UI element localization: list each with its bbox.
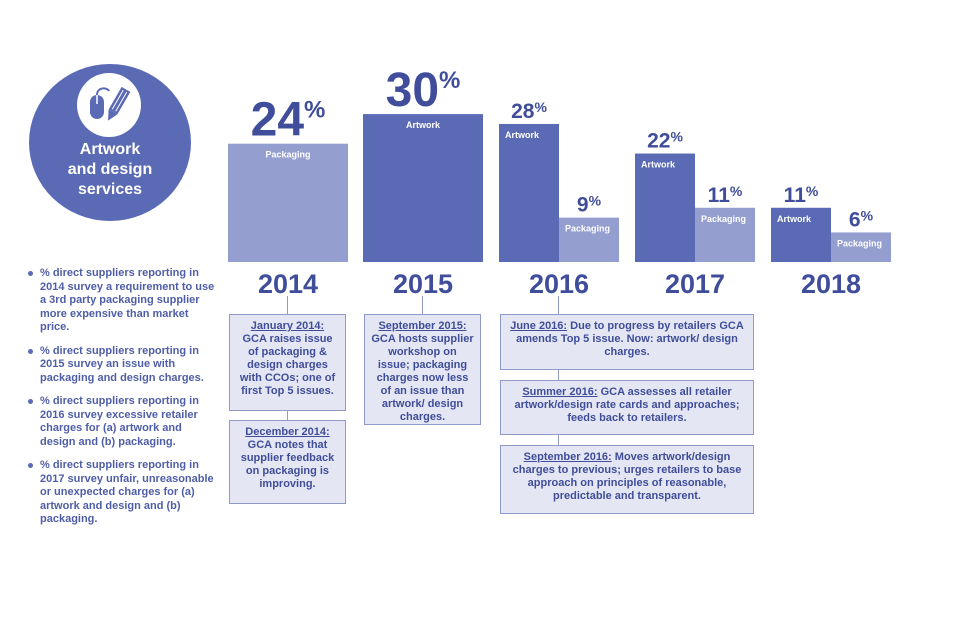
badge-title-line: Artwork — [79, 141, 141, 158]
survey-notes-list: % direct suppliers reporting in 2014 sur… — [26, 267, 216, 537]
bar-label: Packaging — [265, 150, 310, 160]
survey-note: % direct suppliers reporting in 2016 sur… — [26, 395, 216, 449]
timeline-connector — [287, 411, 288, 420]
timeline-date: January 2014: — [250, 320, 325, 332]
timeline-text: GCA notes that supplier feedback on pack… — [240, 439, 335, 490]
year-label: 2015 — [393, 269, 453, 299]
timeline-connector — [558, 435, 559, 445]
bar-2016-packaging — [559, 217, 619, 262]
value-label: 22% — [647, 129, 683, 153]
bar-label: Artwork — [505, 130, 540, 140]
bar-2014-packaging — [228, 143, 348, 262]
bar-2015-artwork — [363, 114, 483, 262]
timeline-box-2014-1: January 2014: GCA raises issue of packag… — [229, 314, 346, 411]
timeline-connector — [287, 296, 288, 314]
survey-note: % direct suppliers reporting in 2015 sur… — [26, 345, 216, 386]
timeline-text: GCA hosts supplier workshop on issue; pa… — [371, 333, 474, 423]
bar-chart: Packaging 24% Artwork 30% Artwork 28% Packagin… — [228, 64, 891, 299]
bar-2016-artwork — [499, 123, 559, 263]
timeline-text: GCA assesses all retailer artwork/design… — [514, 386, 740, 424]
value-label: 6% — [849, 207, 874, 231]
timeline-connector — [558, 296, 559, 314]
bar-label: Packaging — [565, 224, 610, 234]
badge-title-line: and design — [67, 161, 153, 178]
timeline-date: Summer 2016: — [522, 386, 598, 398]
timeline-date: June 2016: — [510, 320, 568, 332]
year-label: 2014 — [258, 269, 318, 299]
bar-label: Artwork — [641, 160, 676, 170]
value-label: 11% — [708, 183, 743, 207]
mouse-and-pencil-icon — [77, 73, 141, 137]
year-label: 2017 — [665, 269, 725, 299]
timeline-date: December 2014: — [245, 426, 330, 438]
year-label: 2018 — [801, 269, 861, 299]
timeline-date: September 2015: — [378, 320, 467, 332]
survey-note: % direct suppliers reporting in 2014 sur… — [26, 267, 216, 335]
bar-label: Packaging — [837, 238, 882, 248]
bar-label: Artwork — [406, 120, 441, 130]
timeline-text: Due to progress by retailers GCA amends … — [516, 320, 744, 358]
bar-2018-artwork — [771, 207, 831, 262]
bar-label: Packaging — [701, 214, 746, 224]
value-label: 9% — [577, 193, 602, 217]
value-label: 11% — [784, 183, 819, 207]
year-label: 2016 — [529, 269, 589, 299]
bar-label: Artwork — [777, 214, 812, 224]
timeline-connector — [422, 296, 423, 314]
timeline-box-2016-3: September 2016: Moves artwork/design cha… — [500, 445, 754, 514]
survey-note: % direct suppliers reporting in 2017 sur… — [26, 459, 216, 527]
timeline-box-2016-1: June 2016: Due to progress by retailers … — [500, 314, 754, 370]
timeline-box-2015-1: September 2015: GCA hosts supplier works… — [364, 314, 481, 425]
timeline-box-2016-2: Summer 2016: GCA assesses all retailer a… — [500, 380, 754, 435]
timeline-text: GCA raises issue of packaging & design c… — [239, 333, 336, 397]
timeline-box-2014-2: December 2014: GCA notes that supplier f… — [229, 420, 346, 504]
bar-2017-artwork — [635, 153, 695, 262]
badge-title: Artwork and design services — [29, 140, 191, 200]
bar-2018-packaging — [831, 232, 891, 262]
timeline-connector — [558, 370, 559, 380]
value-label: 30% — [386, 64, 461, 117]
value-label: 24% — [251, 94, 326, 147]
timeline-text: Moves artwork/design charges to previous… — [512, 451, 742, 502]
value-label: 28% — [511, 99, 547, 123]
bar-2017-packaging — [695, 207, 755, 262]
badge-title-line: services — [77, 181, 143, 198]
timeline-date: September 2016: — [523, 451, 612, 463]
